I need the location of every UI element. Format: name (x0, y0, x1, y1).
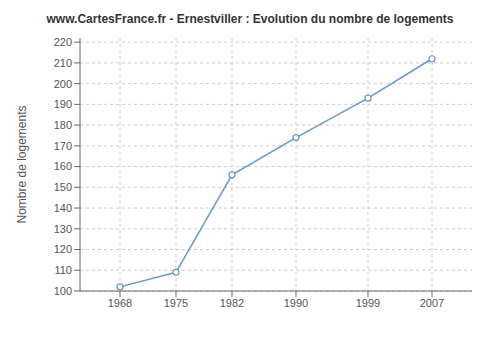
svg-text:1975: 1975 (164, 297, 188, 309)
svg-text:150: 150 (54, 181, 72, 193)
svg-text:1999: 1999 (356, 297, 380, 309)
svg-text:130: 130 (54, 223, 72, 235)
svg-text:210: 210 (54, 57, 72, 69)
svg-text:Nombre de logements: Nombre de logements (15, 105, 29, 223)
svg-text:120: 120 (54, 243, 72, 255)
svg-text:1982: 1982 (220, 297, 244, 309)
svg-text:170: 170 (54, 140, 72, 152)
svg-text:1968: 1968 (108, 297, 132, 309)
svg-text:2007: 2007 (420, 297, 444, 309)
svg-text:220: 220 (54, 36, 72, 48)
svg-text:180: 180 (54, 119, 72, 131)
svg-text:100: 100 (54, 285, 72, 297)
svg-text:110: 110 (54, 264, 72, 276)
svg-text:140: 140 (54, 202, 72, 214)
svg-text:200: 200 (54, 78, 72, 90)
svg-text:1990: 1990 (284, 297, 308, 309)
svg-text:190: 190 (54, 98, 72, 110)
html-text:www.CartesFrance.fr - Ernestvi: www.CartesFrance.fr - Ernestviller : Evo… (46, 12, 454, 26)
svg-text:160: 160 (54, 160, 72, 172)
